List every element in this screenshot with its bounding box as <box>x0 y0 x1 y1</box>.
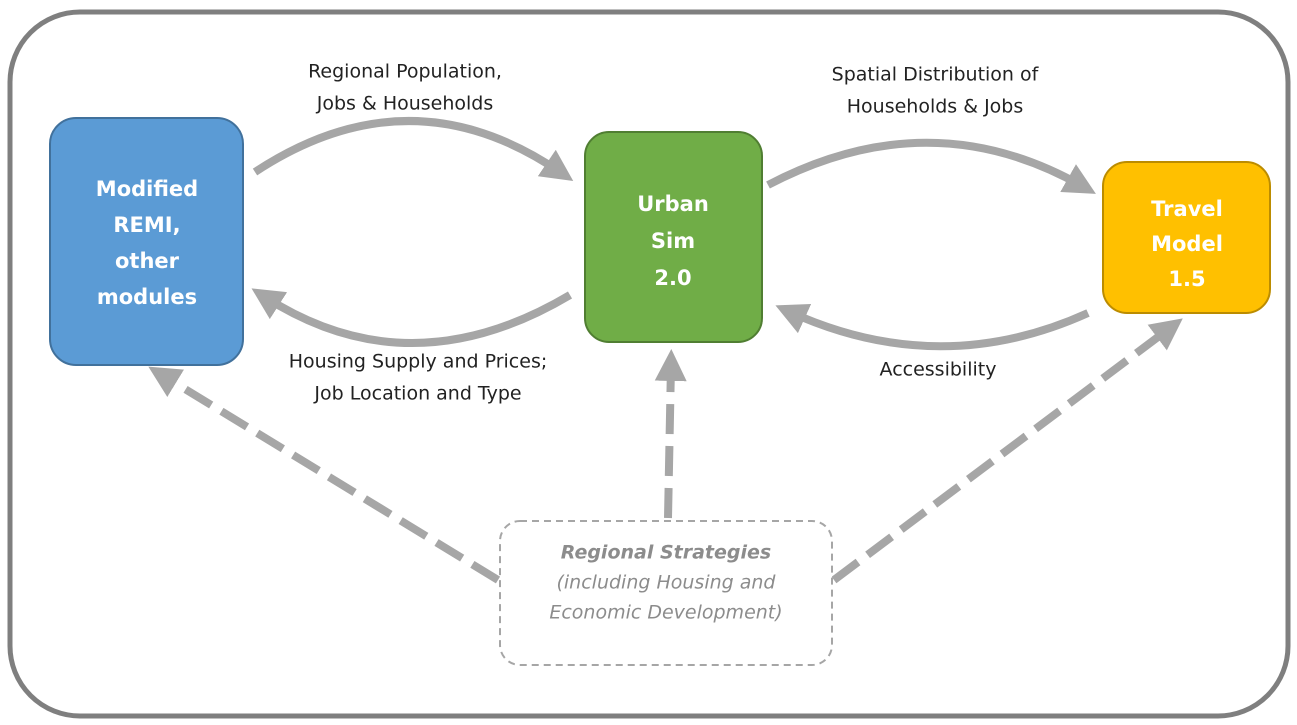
label: Accessibility <box>880 359 997 381</box>
label: Urban <box>637 192 709 216</box>
label: Economic Development) <box>549 602 782 624</box>
dashed-arrow <box>148 366 501 584</box>
arrow <box>766 138 1096 194</box>
arrow <box>252 117 574 181</box>
dashed-arrow <box>831 318 1183 584</box>
label: Spatial Distribution of <box>832 64 1040 86</box>
label: 1.5 <box>1168 267 1205 291</box>
label: Modified <box>96 177 198 201</box>
node-box <box>1102 161 1271 314</box>
label: Model <box>1151 232 1223 256</box>
label: (including Housing and <box>556 572 776 594</box>
texts: Modified REMI, other modules Urban Sim 2.0 Trav… <box>96 61 1223 624</box>
label: Sim <box>651 229 695 253</box>
label: Housing Supply and Prices; <box>289 351 548 373</box>
label: Job Location and Type <box>313 383 521 405</box>
arrow <box>251 288 573 347</box>
label: Households & Jobs <box>847 96 1024 118</box>
label: Regional Strategies <box>561 542 771 564</box>
node-box <box>49 117 244 366</box>
node-box <box>499 520 833 666</box>
label: REMI, <box>113 213 180 237</box>
label: Jobs & Households <box>316 93 494 115</box>
label: Travel <box>1151 197 1223 221</box>
dashed-arrow <box>654 349 687 519</box>
arrow <box>775 304 1090 351</box>
frame <box>7 9 1291 719</box>
label: modules <box>97 285 197 309</box>
label: other <box>115 249 180 273</box>
label: 2.0 <box>654 266 691 290</box>
label: Regional Population, <box>308 61 502 83</box>
node-box <box>584 131 763 343</box>
